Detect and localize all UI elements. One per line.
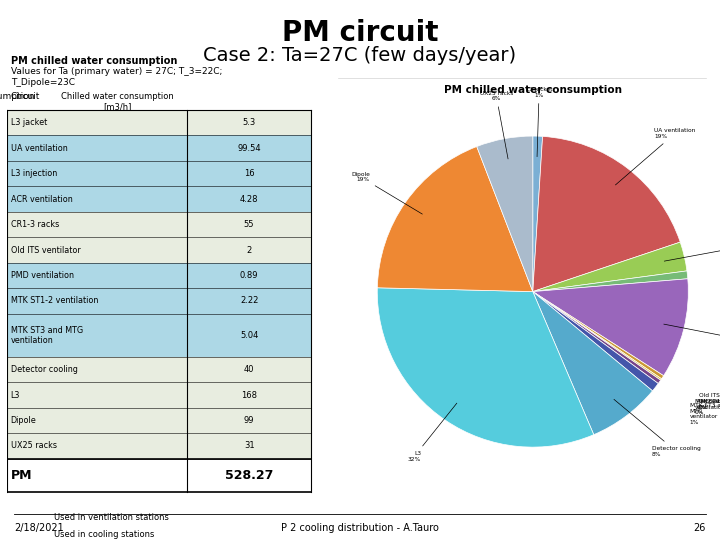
Bar: [7, 314, 187, 357]
Text: Circuit: Circuit: [11, 92, 40, 101]
Bar: [187, 433, 311, 458]
Text: 2.22: 2.22: [240, 296, 258, 306]
Text: MTK ST1-2 ventilation: MTK ST1-2 ventilation: [11, 296, 98, 306]
Text: 99.54: 99.54: [238, 144, 261, 153]
Bar: [187, 408, 311, 433]
Title: PM chilled water consumption: PM chilled water consumption: [444, 85, 622, 95]
Text: MTK ST3 and MTG
ventilation: MTK ST3 and MTG ventilation: [11, 326, 83, 345]
Wedge shape: [533, 279, 688, 376]
Text: [m3/h]: [m3/h]: [104, 102, 132, 111]
Bar: [7, 186, 187, 212]
Wedge shape: [377, 146, 533, 292]
Text: 26: 26: [693, 523, 706, 533]
Bar: [7, 458, 187, 492]
Bar: [7, 136, 187, 161]
Wedge shape: [533, 292, 661, 383]
Text: 2: 2: [246, 246, 252, 254]
Text: Chilled water consumption: Chilled water consumption: [0, 92, 35, 101]
Text: 168: 168: [241, 390, 257, 400]
Text: 31: 31: [244, 442, 254, 450]
Text: 528.27: 528.27: [225, 469, 274, 482]
Wedge shape: [377, 288, 594, 447]
Text: MTK ST1-2
ventilation
0%: MTK ST1-2 ventilation 0%: [695, 399, 720, 415]
Text: PMD vent.
0%: PMD vent. 0%: [697, 399, 720, 409]
Text: L3: L3: [11, 390, 20, 400]
Bar: [17, 511, 49, 524]
Wedge shape: [477, 136, 533, 292]
Text: CR1-3 racks: CR1-3 racks: [11, 220, 59, 229]
Bar: [187, 136, 311, 161]
Text: 2/18/2021: 2/18/2021: [14, 523, 64, 533]
Text: L3 injection
3%: L3 injection 3%: [665, 241, 720, 261]
Text: PM: PM: [11, 469, 32, 482]
Wedge shape: [533, 271, 688, 292]
Bar: [187, 357, 311, 382]
Bar: [7, 433, 187, 458]
Text: Detector cooling
8%: Detector cooling 8%: [614, 400, 701, 457]
Text: Used in ventilation stations: Used in ventilation stations: [54, 514, 168, 522]
Bar: [7, 161, 187, 186]
Bar: [187, 458, 311, 492]
Text: MTK ST3 and
MTG
ventilator
1%: MTK ST3 and MTG ventilator 1%: [690, 403, 720, 425]
Text: 5.3: 5.3: [243, 118, 256, 127]
Text: 99: 99: [244, 416, 254, 425]
Text: 55: 55: [244, 220, 254, 229]
Bar: [187, 288, 311, 314]
Bar: [7, 110, 187, 136]
Text: L3
32%: L3 32%: [408, 403, 456, 462]
Bar: [7, 263, 187, 288]
Text: L3 injection: L3 injection: [11, 169, 57, 178]
Text: 40: 40: [244, 365, 254, 374]
Text: 0.89: 0.89: [240, 271, 258, 280]
Wedge shape: [533, 292, 658, 391]
Bar: [187, 110, 311, 136]
Wedge shape: [533, 292, 662, 380]
Bar: [187, 382, 311, 408]
Wedge shape: [533, 292, 664, 379]
Bar: [187, 212, 311, 237]
Text: 16: 16: [244, 169, 254, 178]
Text: 5.04: 5.04: [240, 331, 258, 340]
Text: CR1-3 racks
10%: CR1-3 racks 10%: [664, 324, 720, 345]
Bar: [17, 529, 49, 540]
Text: Old ITS ventilator: Old ITS ventilator: [11, 246, 81, 254]
Bar: [7, 237, 187, 263]
Wedge shape: [533, 136, 543, 292]
Text: PMD ventilation: PMD ventilation: [11, 271, 73, 280]
Bar: [187, 237, 311, 263]
Text: Dipole
19%: Dipole 19%: [351, 172, 423, 214]
Text: Case 2: Ta=27C (few days/year): Case 2: Ta=27C (few days/year): [204, 46, 516, 65]
Text: PM chilled water consumption: PM chilled water consumption: [11, 56, 177, 66]
Text: Dipole: Dipole: [11, 416, 37, 425]
Wedge shape: [533, 242, 687, 292]
Bar: [7, 288, 187, 314]
Text: PM circuit: PM circuit: [282, 19, 438, 47]
Text: Values for Ta (primary water) = 27C; T_3=22C;: Values for Ta (primary water) = 27C; T_3…: [11, 68, 222, 77]
Text: L3 jacket
1%: L3 jacket 1%: [526, 87, 552, 157]
Bar: [187, 161, 311, 186]
Bar: [7, 382, 187, 408]
Text: Used in cooling stations: Used in cooling stations: [54, 530, 154, 539]
Bar: [7, 212, 187, 237]
Text: 4.28: 4.28: [240, 194, 258, 204]
Text: UX25 racks: UX25 racks: [11, 442, 57, 450]
Text: Chilled water consumption: Chilled water consumption: [61, 92, 174, 101]
Text: UA ventilation
19%: UA ventilation 19%: [616, 129, 696, 185]
Text: L3 jacket: L3 jacket: [11, 118, 47, 127]
Text: Detector cooling: Detector cooling: [11, 365, 78, 374]
Bar: [187, 314, 311, 357]
Text: UA ventilation: UA ventilation: [11, 144, 68, 153]
Text: P 2 cooling distribution - A.Tauro: P 2 cooling distribution - A.Tauro: [281, 523, 439, 533]
Wedge shape: [533, 137, 680, 292]
Bar: [7, 408, 187, 433]
Text: UX25 racks
6%: UX25 racks 6%: [480, 91, 513, 159]
Wedge shape: [533, 292, 652, 435]
Text: ACR ventilation: ACR ventilation: [11, 194, 73, 204]
Text: Old ITS
ventilator
0%: Old ITS ventilator 0%: [699, 393, 720, 409]
Bar: [11, 503, 280, 540]
Bar: [187, 186, 311, 212]
Bar: [187, 263, 311, 288]
Text: T_Dipole=23C: T_Dipole=23C: [11, 78, 75, 87]
Bar: [7, 357, 187, 382]
